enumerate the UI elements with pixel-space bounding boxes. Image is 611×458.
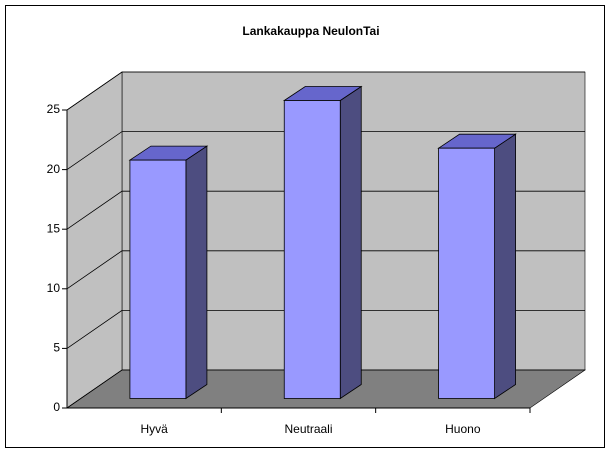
bar bbox=[129, 159, 187, 399]
bar-side bbox=[185, 145, 208, 400]
grid-line bbox=[66, 369, 585, 409]
y-tick-label: 15 bbox=[47, 221, 61, 235]
grid-line bbox=[66, 131, 585, 170]
y-tick-label: 20 bbox=[47, 162, 61, 176]
x-tick-label: Huono bbox=[445, 422, 481, 436]
x-tick-label: Neutraali bbox=[284, 422, 332, 436]
bar bbox=[438, 147, 495, 399]
bar-side bbox=[339, 85, 362, 400]
y-tick-label: 25 bbox=[47, 102, 61, 116]
bar-side bbox=[494, 133, 516, 400]
chart-title: Lankakauppa NeulonTai bbox=[242, 24, 379, 38]
grid-line bbox=[66, 190, 585, 230]
x-tick-label: Hyvä bbox=[140, 422, 168, 436]
grid-line bbox=[66, 250, 585, 290]
y-tick-label: 5 bbox=[53, 341, 60, 355]
grid-line bbox=[66, 309, 585, 349]
side-wall bbox=[66, 71, 123, 409]
grid-line bbox=[66, 71, 585, 111]
y-tick-label: 0 bbox=[53, 400, 60, 414]
bar bbox=[283, 100, 341, 399]
y-tick-label: 10 bbox=[47, 281, 61, 295]
